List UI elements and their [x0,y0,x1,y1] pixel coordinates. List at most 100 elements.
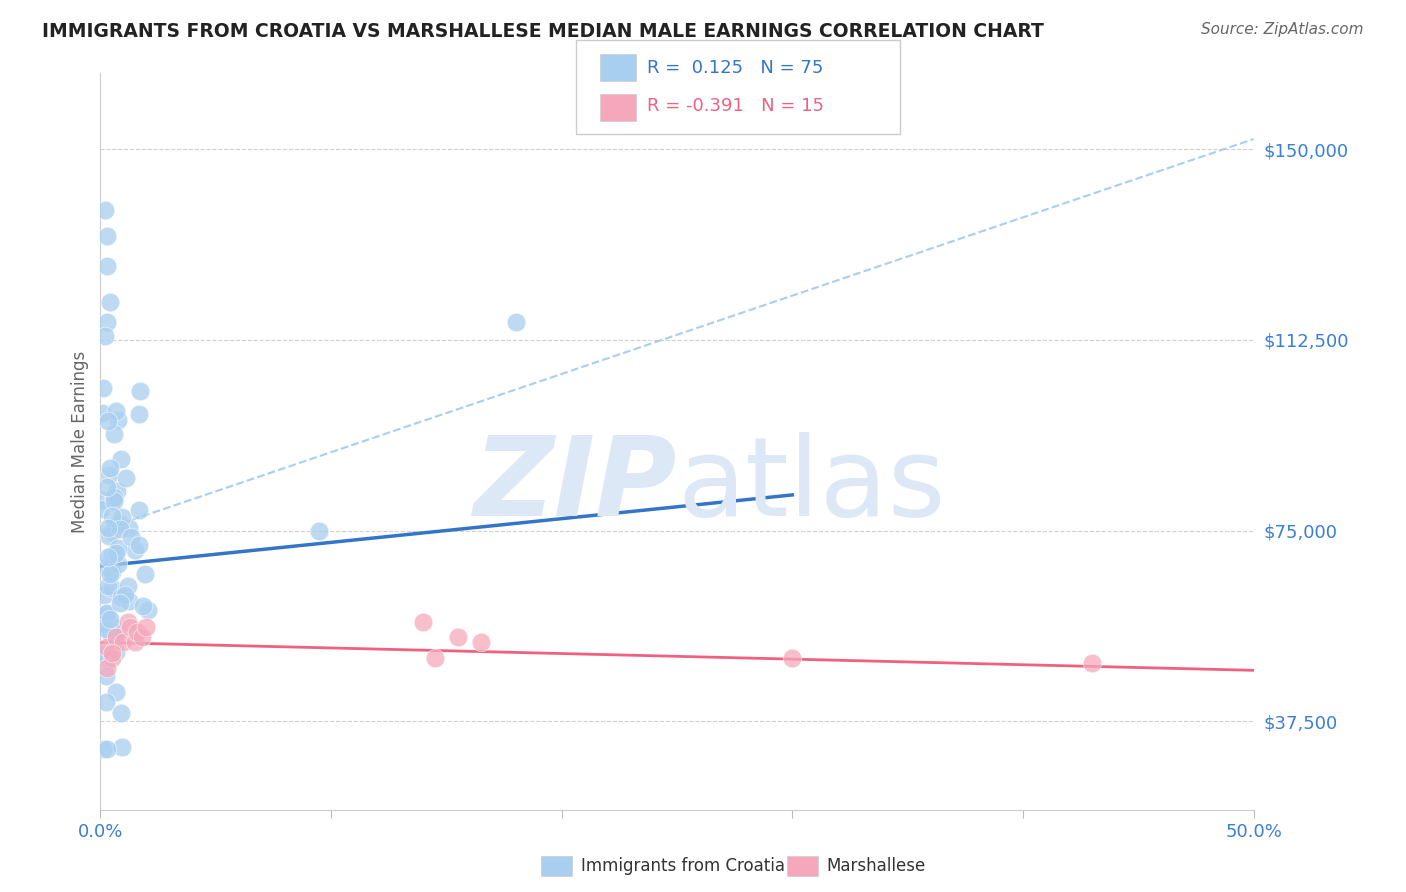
Point [110,451,132,466]
Point [127,625,149,640]
Point [108,516,131,531]
Point [96,742,118,756]
Point [134,566,156,581]
Text: Source: ZipAtlas.com: Source: ZipAtlas.com [1201,22,1364,37]
Text: IMMIGRANTS FROM CROATIA VS MARSHALLESE MEDIAN MALE EARNINGS CORRELATION CHART: IMMIGRANTS FROM CROATIA VS MARSHALLESE M… [42,22,1045,41]
Point [117,615,139,629]
Point [114,588,136,602]
Point [96,640,118,655]
Point [100,627,122,641]
Point [107,541,129,555]
Point [98,461,121,475]
Point [103,491,125,505]
Point [132,599,155,613]
Point [90,492,112,507]
Point [104,645,127,659]
Point [97,414,120,428]
Point [505,315,527,329]
Point [128,538,150,552]
Point [782,650,804,665]
Point [101,646,124,660]
Point [101,650,124,665]
Point [98,294,121,309]
Point [104,546,127,560]
Point [105,625,128,640]
Point [90,617,112,632]
Point [103,491,125,505]
Point [1081,656,1104,670]
Point [412,615,434,629]
Point [120,530,142,544]
Point [105,403,128,417]
Point [97,521,120,535]
Point [105,484,128,499]
Point [117,579,139,593]
Point [96,606,118,620]
Point [128,503,150,517]
Point [103,427,125,442]
Point [108,596,131,610]
Point [93,588,115,602]
Point [105,684,128,698]
Point [98,468,121,483]
Point [94,669,117,683]
Text: atlas: atlas [676,433,945,540]
Point [94,203,117,218]
Point [96,259,118,273]
Point [308,524,330,538]
Point [118,521,141,535]
Point [94,560,117,574]
Point [470,635,492,649]
Point [96,661,118,675]
Point [103,494,125,508]
Point [101,619,124,633]
Point [112,635,135,649]
Point [101,548,124,562]
Point [447,630,470,644]
Point [110,739,132,754]
Point [98,612,121,626]
Point [98,566,121,581]
Text: Immigrants from Croatia: Immigrants from Croatia [581,857,785,875]
Point [105,630,128,644]
Point [136,603,159,617]
Point [101,565,124,579]
Point [97,653,120,667]
Point [107,413,129,427]
Point [97,550,120,565]
Point [423,650,446,665]
Point [111,509,134,524]
Point [90,501,112,516]
Point [124,635,146,649]
Point [94,329,117,343]
Text: ZIP: ZIP [474,433,676,540]
Point [124,543,146,558]
Text: R = -0.391   N = 15: R = -0.391 N = 15 [647,96,824,114]
Text: R =  0.125   N = 75: R = 0.125 N = 75 [647,60,823,78]
Point [135,620,157,634]
Text: Marshallese: Marshallese [827,857,927,875]
Point [93,381,115,395]
Point [104,519,127,533]
Point [97,579,120,593]
Point [110,590,132,604]
Point [91,742,114,756]
Point [120,620,142,634]
Point [94,607,117,621]
Point [101,525,124,540]
Y-axis label: Median Male Earnings: Median Male Earnings [72,351,89,533]
Point [94,695,117,709]
Point [101,581,124,595]
Point [118,594,141,608]
Point [101,509,124,524]
Point [96,315,118,329]
Point [128,407,150,421]
Point [114,471,136,485]
Point [108,522,131,536]
Point [94,622,117,636]
Point [107,557,129,571]
Point [96,228,118,243]
Point [98,528,121,542]
Point [131,630,153,644]
Point [129,384,152,399]
